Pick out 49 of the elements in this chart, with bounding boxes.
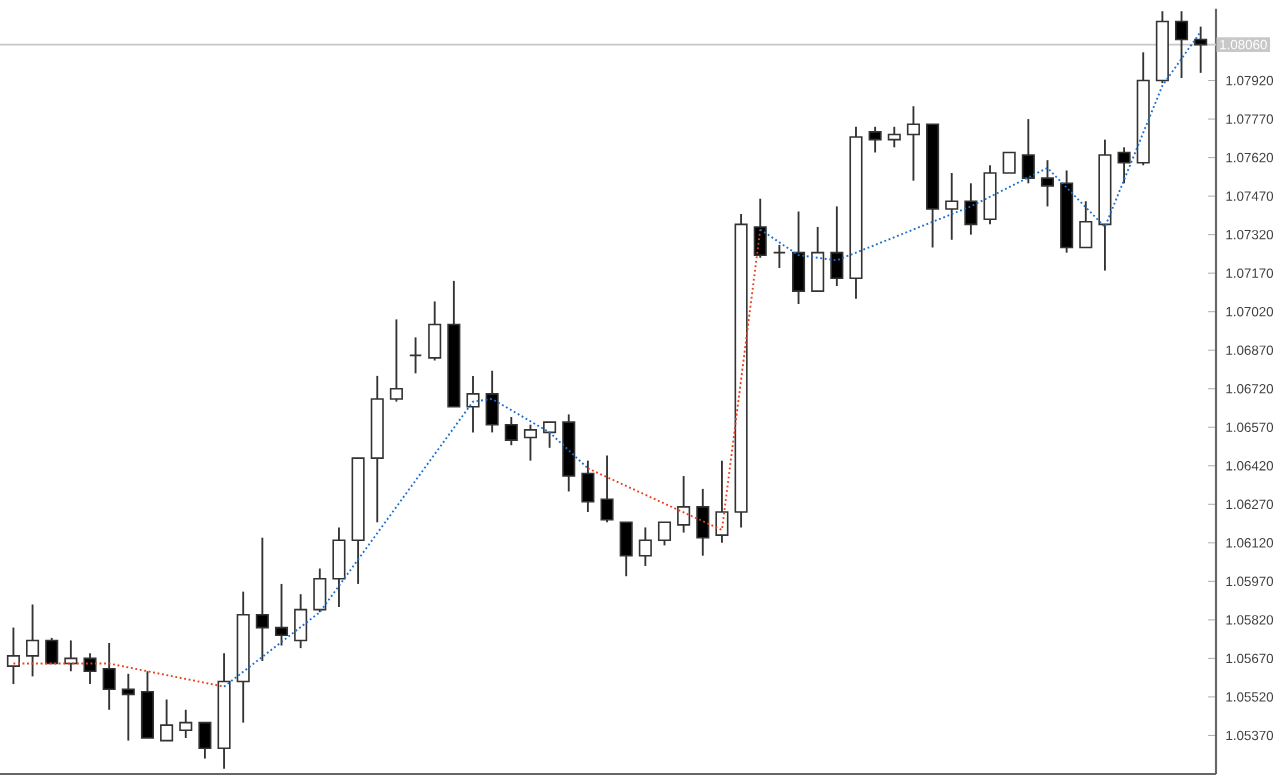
candlestick [581,459,595,513]
candlestick [696,487,710,557]
candlestick [1002,151,1016,174]
candlestick [198,721,212,760]
candlestick [274,582,289,647]
candlestick [485,369,499,434]
candlestick [102,642,116,711]
candlestick [179,708,193,739]
candlestick [313,567,327,614]
candlestick [983,164,997,226]
candlestick [677,475,691,534]
candlestick [772,243,786,269]
candlestick [160,698,174,742]
candlestick [638,526,652,567]
candlestick [83,652,97,686]
candlestick [619,521,633,578]
candlestick [830,205,844,287]
candlestick [945,172,959,241]
candlestick [887,125,901,149]
candlestick [1117,146,1131,185]
candlestick [294,593,308,650]
candlestick [389,318,403,403]
candlestick [121,672,135,742]
candlestick [964,182,978,236]
candlestick [140,670,155,739]
candlestick [715,459,729,544]
candlestick [868,125,882,154]
candlestick [906,105,920,182]
candlestick [753,197,767,259]
candlestick [811,226,825,293]
candlestick [504,416,518,447]
candlestick [428,300,442,362]
candlestick [45,636,59,665]
candlestick [791,210,806,305]
candlestick [543,421,557,449]
candlestick [409,336,423,375]
candlestick [1194,25,1208,74]
candlestick [657,521,672,547]
candlestick [1040,159,1055,208]
candlestick [6,626,20,686]
candlestick [600,454,614,524]
candlestick [255,536,269,662]
candlestick [1174,10,1189,79]
candlestick [1021,118,1035,185]
candlestick [466,374,480,434]
candlestick [523,423,537,462]
candlestick [1079,200,1093,249]
candlestick [332,526,346,608]
candlestick [26,603,40,678]
